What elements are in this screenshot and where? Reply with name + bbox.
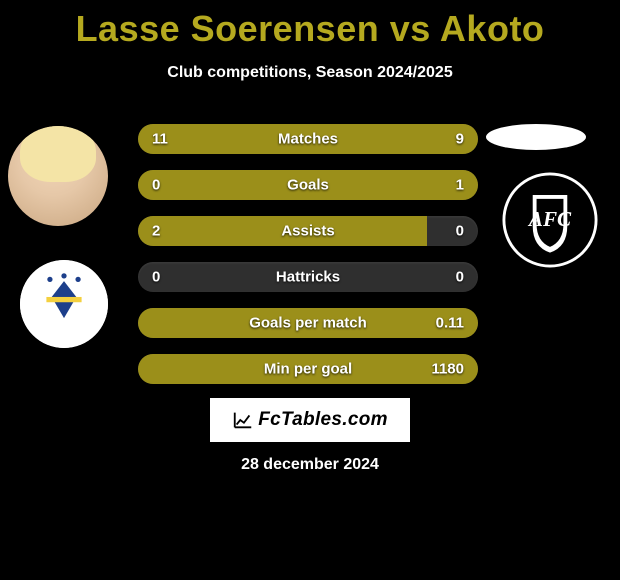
stat-value-right: 0 <box>456 223 464 240</box>
stat-fill-left <box>138 170 199 200</box>
stat-row-goals-per-match: Goals per match 0.11 <box>138 308 478 338</box>
svg-text:AFC: AFC <box>527 207 572 231</box>
stat-row-hattricks: 0 Hattricks 0 <box>138 262 478 292</box>
stat-label: Goals <box>287 177 329 194</box>
player2-club-badge: AFC <box>502 172 598 268</box>
stat-value-right: 1 <box>456 177 464 194</box>
stat-label: Matches <box>278 131 338 148</box>
stat-value-right: 1180 <box>431 361 464 378</box>
player1-avatar <box>8 126 108 226</box>
stat-row-assists: 2 Assists 0 <box>138 216 478 246</box>
stat-value-left: 0 <box>152 177 160 194</box>
stats-bars: 11 Matches 9 0 Goals 1 2 Assists 0 0 Hat… <box>138 124 478 400</box>
stat-value-left: 11 <box>152 131 168 148</box>
page-title: Lasse Soerensen vs Akoto <box>0 0 620 50</box>
stat-fill-right <box>199 170 478 200</box>
chart-icon <box>232 409 254 431</box>
stat-value-right: 0 <box>456 269 464 286</box>
stat-value-left: 0 <box>152 269 160 286</box>
stat-label: Hattricks <box>276 269 340 286</box>
stat-label: Assists <box>281 223 334 240</box>
stat-value-left: 2 <box>152 223 160 240</box>
stat-value-right: 0.11 <box>436 315 464 332</box>
player2-avatar <box>486 124 586 150</box>
stat-fill-left <box>138 308 223 338</box>
page-subtitle: Club competitions, Season 2024/2025 <box>0 64 620 82</box>
stat-label: Min per goal <box>264 361 352 378</box>
stat-fill-left <box>138 354 247 384</box>
stat-row-goals: 0 Goals 1 <box>138 170 478 200</box>
stat-label: Goals per match <box>249 315 367 332</box>
watermark-text: FcTables.com <box>258 409 388 431</box>
player1-club-badge <box>20 260 108 348</box>
watermark-badge: FcTables.com <box>210 398 410 442</box>
stat-row-min-per-goal: Min per goal 1180 <box>138 354 478 384</box>
stat-value-right: 9 <box>456 131 464 148</box>
date-label: 28 december 2024 <box>241 456 379 474</box>
stat-row-matches: 11 Matches 9 <box>138 124 478 154</box>
